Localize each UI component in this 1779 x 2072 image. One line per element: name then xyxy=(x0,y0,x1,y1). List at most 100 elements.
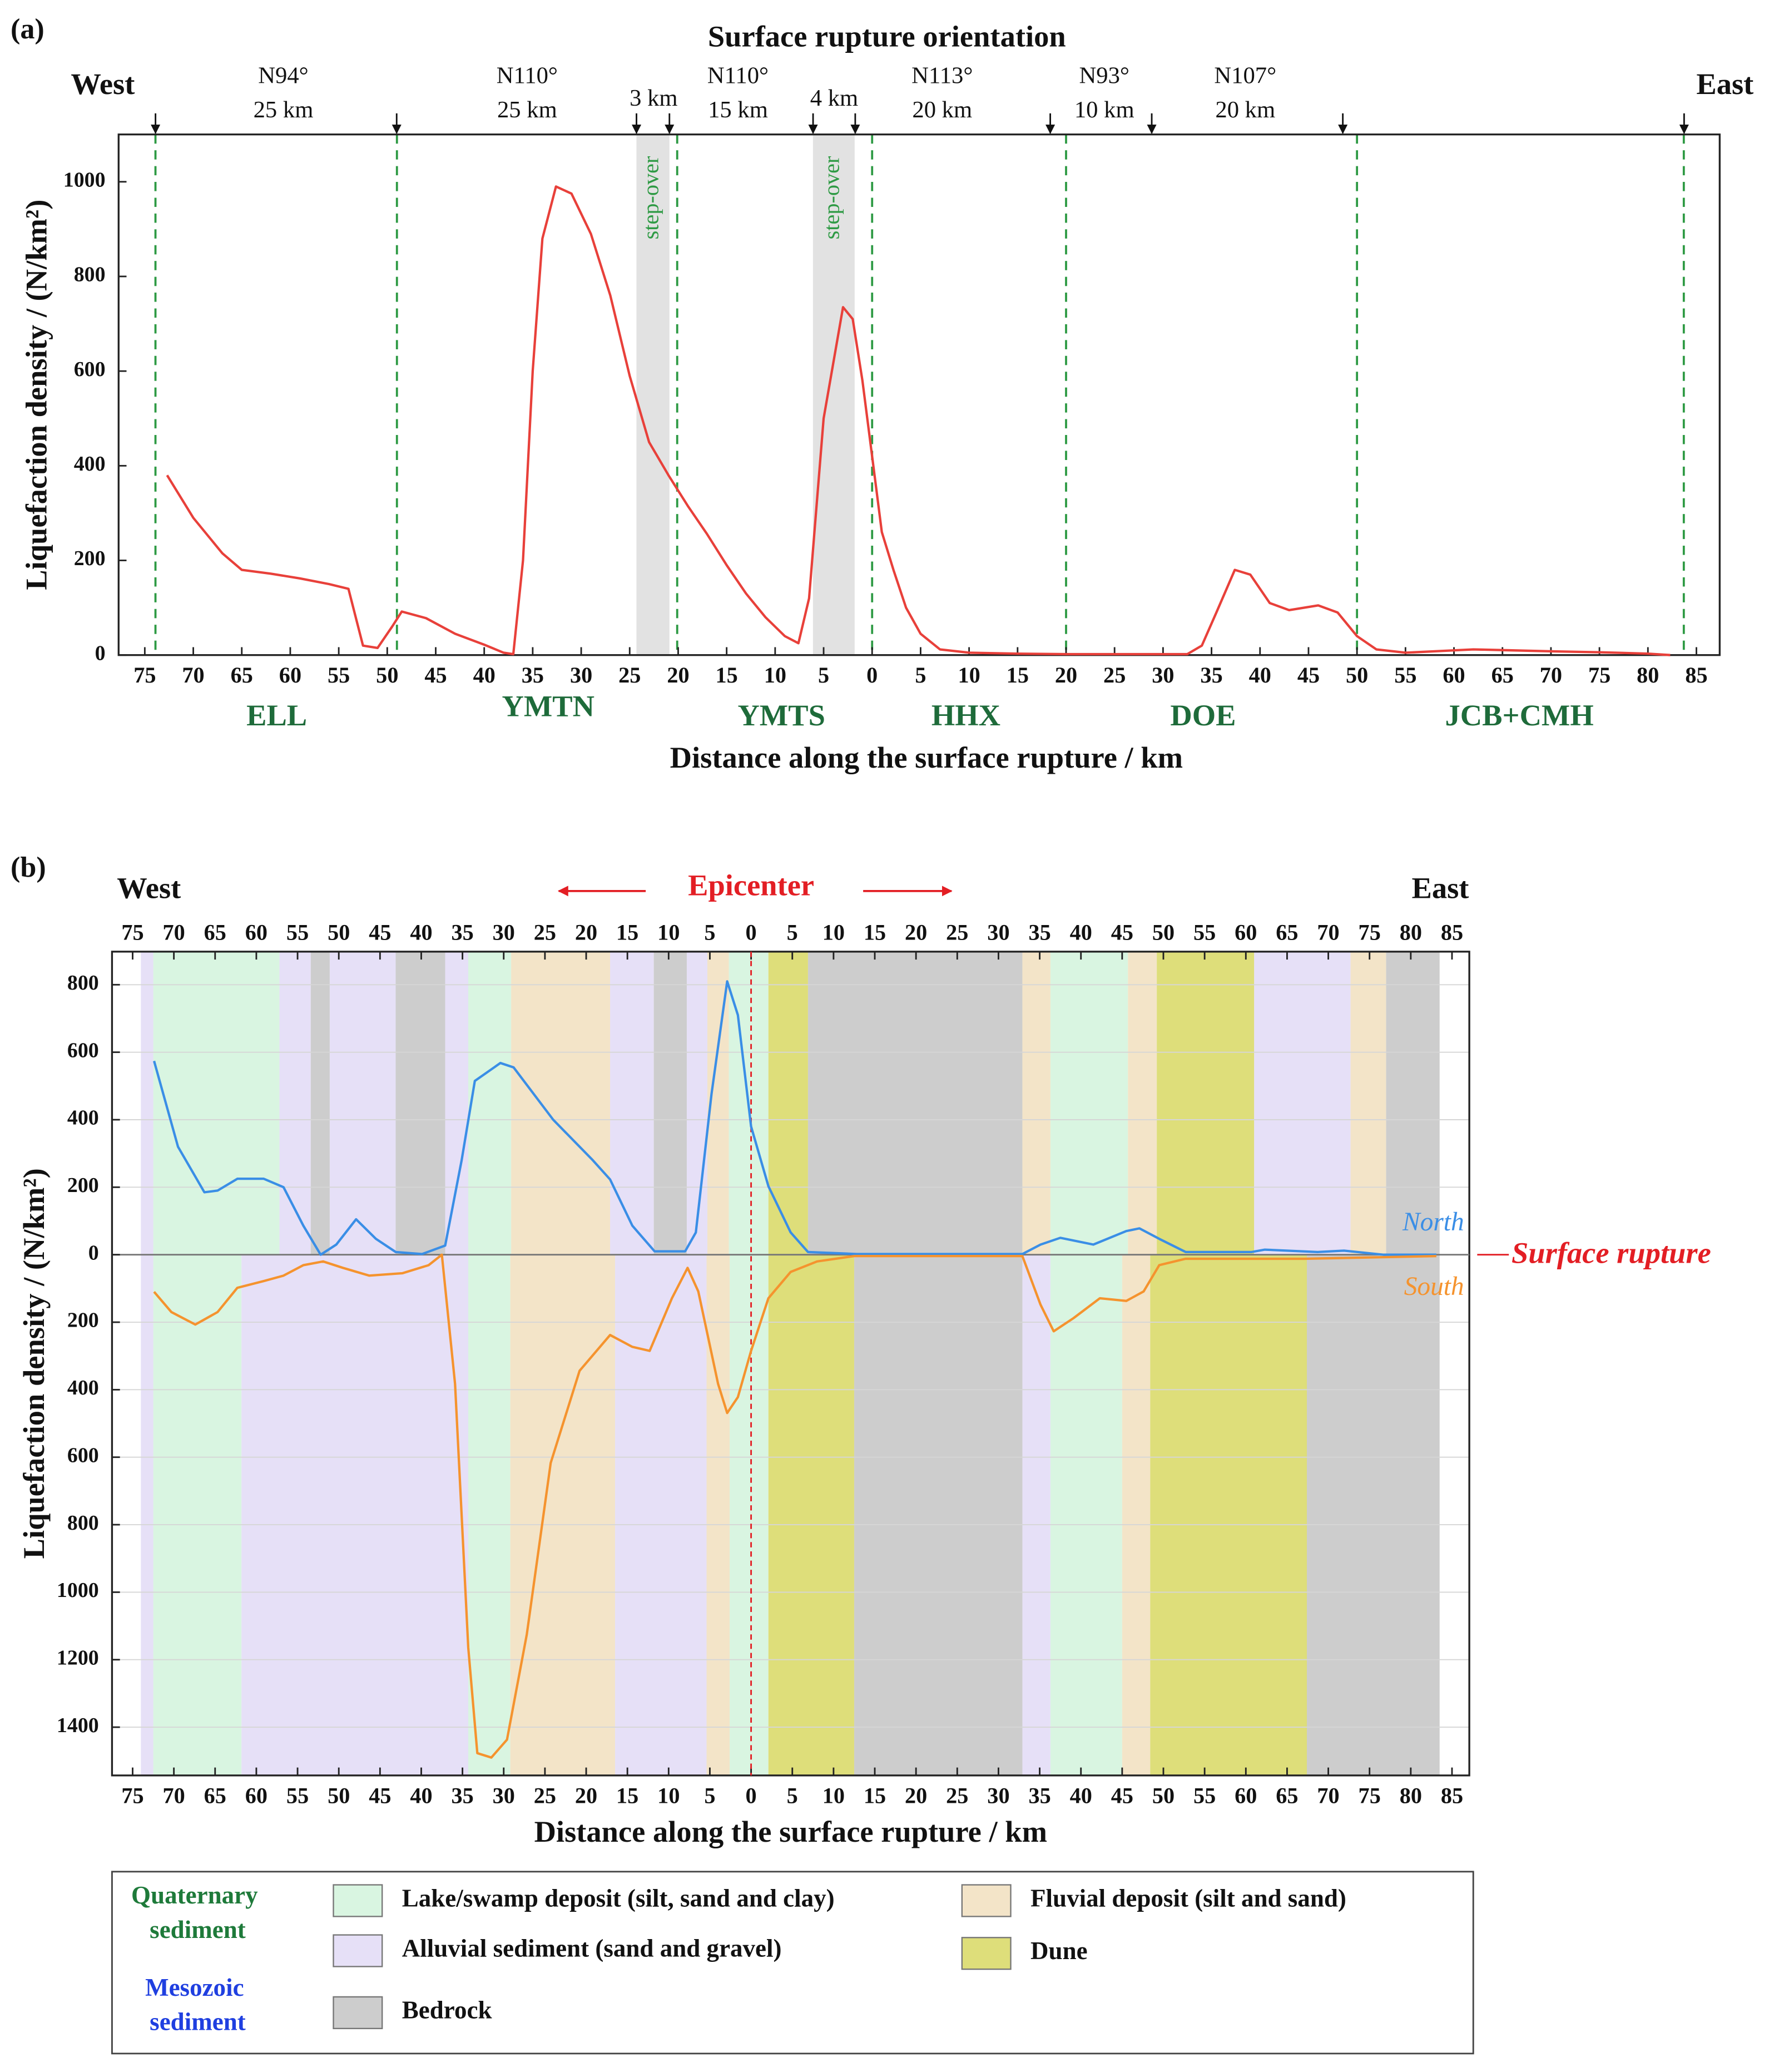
y-tick-label: 600 xyxy=(67,1443,99,1467)
x-tick-label-top: 65 xyxy=(204,919,226,944)
legend-swatch xyxy=(333,1934,383,1967)
orientation-azimuth: N110° xyxy=(707,63,769,89)
west-label: West xyxy=(71,67,135,101)
data-line xyxy=(153,1253,1436,1759)
plot-frame xyxy=(111,951,1470,1777)
legend-swatch xyxy=(961,1884,1012,1917)
geology-band xyxy=(141,1254,153,1776)
geology-band xyxy=(1386,951,1440,1255)
geology-band xyxy=(653,951,687,1255)
x-tick-label: 5 xyxy=(787,1783,798,1808)
geology-band xyxy=(1122,1254,1151,1776)
chart-title: Surface rupture orientation xyxy=(708,19,1066,53)
x-tick-label: 70 xyxy=(1540,662,1562,688)
panel-label: (a) xyxy=(11,13,44,45)
x-tick-label: 65 xyxy=(1491,662,1514,688)
x-tick-label-top: 50 xyxy=(328,919,350,944)
geology-band xyxy=(730,1254,769,1776)
legend-group-line: Quaternary xyxy=(131,1882,264,1910)
segment-name: YMTN xyxy=(502,689,595,723)
x-tick-label: 10 xyxy=(764,662,786,688)
orientation-length: 25 km xyxy=(254,97,314,123)
legend-group-line: sediment xyxy=(150,2008,246,2036)
x-tick-label: 55 xyxy=(1193,1783,1216,1808)
x-tick-label: 45 xyxy=(369,1783,391,1808)
y-tick-label: 200 xyxy=(67,1174,99,1197)
y-tick-label: 0 xyxy=(95,641,106,665)
geology-band xyxy=(511,951,611,1255)
x-tick-label-top: 65 xyxy=(1276,919,1298,944)
x-tick-label: 5 xyxy=(704,1783,715,1808)
y-axis-label: Liquefaction density / (N/km²) xyxy=(19,200,53,590)
x-tick-label: 25 xyxy=(1103,662,1126,688)
x-tick-label: 25 xyxy=(946,1783,968,1808)
geology-band xyxy=(807,951,1023,1255)
east-label: East xyxy=(1412,871,1469,904)
x-tick-label: 60 xyxy=(1443,662,1465,688)
geology-band xyxy=(468,951,512,1255)
x-tick-label-top: 35 xyxy=(1028,919,1050,944)
legend-swatch xyxy=(333,1996,383,2029)
x-tick-label: 40 xyxy=(1249,662,1271,688)
panel-label: (b) xyxy=(11,852,46,883)
geology-band xyxy=(510,1254,615,1776)
step-over-band xyxy=(636,134,670,655)
y-tick-label: 600 xyxy=(67,1039,99,1062)
x-tick-label: 15 xyxy=(616,1783,638,1808)
x-tick-label-top: 50 xyxy=(1152,919,1175,944)
y-tick-label: 1000 xyxy=(57,1579,99,1602)
x-tick-label: 75 xyxy=(133,662,156,688)
geology-band xyxy=(854,1254,1023,1776)
y-tick-label: 800 xyxy=(74,263,106,286)
x-tick-label: 20 xyxy=(575,1783,597,1808)
geology-band xyxy=(445,951,469,1255)
x-tick-label: 10 xyxy=(822,1783,845,1808)
x-tick-label: 70 xyxy=(163,1783,185,1808)
geology-band xyxy=(241,1254,469,1776)
x-tick-label: 15 xyxy=(1007,662,1029,688)
x-tick-label-top: 85 xyxy=(1441,919,1463,944)
orientation-length: 10 km xyxy=(1074,97,1134,123)
orientation-length: 15 km xyxy=(708,97,768,123)
segment-name: HHX xyxy=(931,698,1000,732)
orientation-azimuth: N107° xyxy=(1214,63,1276,89)
y-tick-label: 1200 xyxy=(57,1646,99,1669)
x-tick-label-top: 30 xyxy=(987,919,1009,944)
step-width: 4 km xyxy=(810,85,858,111)
x-tick-label: 5 xyxy=(915,662,926,688)
legend-group-line: Mesozoic xyxy=(145,1974,250,2001)
geology-band xyxy=(395,951,445,1255)
x-tick-label: 20 xyxy=(667,662,689,688)
orientation-azimuth: N94° xyxy=(258,63,309,89)
segment-name: ELL xyxy=(246,698,307,732)
segment-name: YMTS xyxy=(737,698,825,732)
x-tick-label: 30 xyxy=(1152,662,1174,688)
x-tick-label-top: 10 xyxy=(822,919,845,944)
x-tick-label: 45 xyxy=(424,662,447,688)
y-tick-label: 800 xyxy=(67,971,99,995)
x-axis-label: Distance along the surface rupture / km xyxy=(670,740,1183,774)
step-over-label: step-over xyxy=(638,156,663,239)
x-tick-label-top: 45 xyxy=(369,919,391,944)
geology-band xyxy=(310,951,330,1255)
x-tick-label: 50 xyxy=(328,1783,350,1808)
x-tick-label: 45 xyxy=(1297,662,1320,688)
geology-band xyxy=(768,1254,854,1776)
step-width: 3 km xyxy=(630,85,677,111)
y-tick-label: 400 xyxy=(67,1106,99,1130)
legend-group-line: sediment xyxy=(150,1916,246,1944)
x-tick-label: 65 xyxy=(231,662,253,688)
x-tick-label: 50 xyxy=(376,662,398,688)
legend-label: Alluvial sediment (sand and gravel) xyxy=(402,1934,782,1962)
geology-band xyxy=(1050,951,1128,1255)
orientation-azimuth: N93° xyxy=(1079,63,1129,89)
x-tick-label: 50 xyxy=(1152,1783,1175,1808)
x-tick-label: 25 xyxy=(618,662,641,688)
legend-group: Mesozoic sediment xyxy=(145,1974,250,2036)
x-tick-label: 35 xyxy=(451,1783,473,1808)
x-tick-label: 35 xyxy=(522,662,544,688)
x-tick-label-top: 55 xyxy=(286,919,309,944)
x-tick-label-top: 15 xyxy=(864,919,886,944)
segment-name: DOE xyxy=(1170,698,1236,732)
